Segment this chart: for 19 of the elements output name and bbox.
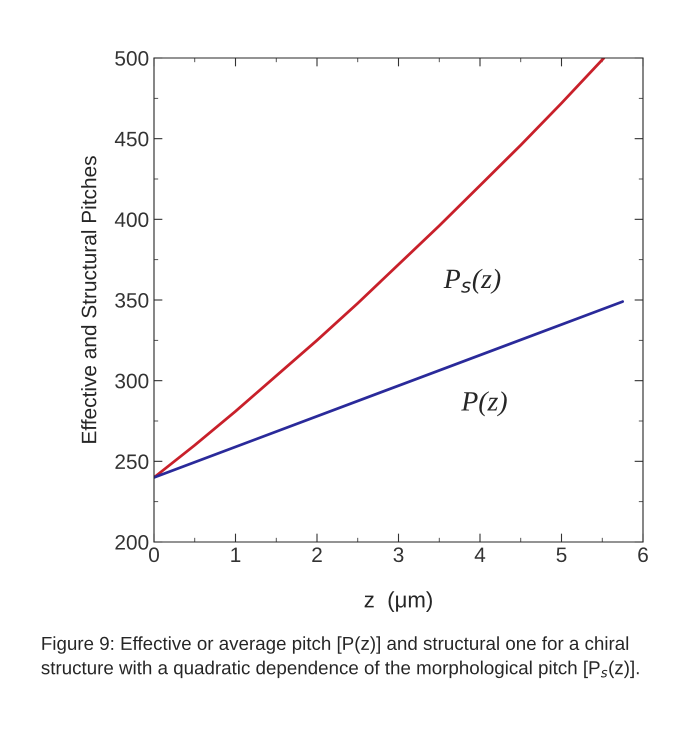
- series-label: P(z): [461, 391, 507, 416]
- x-tick-label: 3: [394, 547, 404, 562]
- y-tick-label: 300: [115, 374, 148, 388]
- series-label: P$_{s}$(z): [444, 268, 500, 294]
- y-tick-label: 500: [115, 51, 148, 66]
- x-tick-label: 2: [312, 547, 322, 562]
- x-tick-label: 6: [638, 547, 648, 562]
- y-tick-label: 200: [115, 535, 148, 550]
- y-tick-label: 400: [114, 212, 148, 228]
- x-tick-label: 0: [149, 547, 159, 562]
- x-tick-label: 5: [556, 548, 566, 562]
- x-axis-title: z (μm): [364, 591, 432, 612]
- caption: Figure 9: Effective or average pitch [P(z)] and structural one for a chiral structure with a quadratic dependence of the morphological pitch [P$_{s}$(z)].: [41, 636, 639, 678]
- x-tick-label: 1: [231, 548, 240, 562]
- y-tick-label: 250: [115, 454, 148, 470]
- y-tick-label: 450: [114, 132, 148, 146]
- x-tick-label: 4: [474, 548, 486, 562]
- y-tick-label: 350: [115, 293, 148, 308]
- y-axis-title: Effective and Structural Pitches: [81, 156, 96, 443]
